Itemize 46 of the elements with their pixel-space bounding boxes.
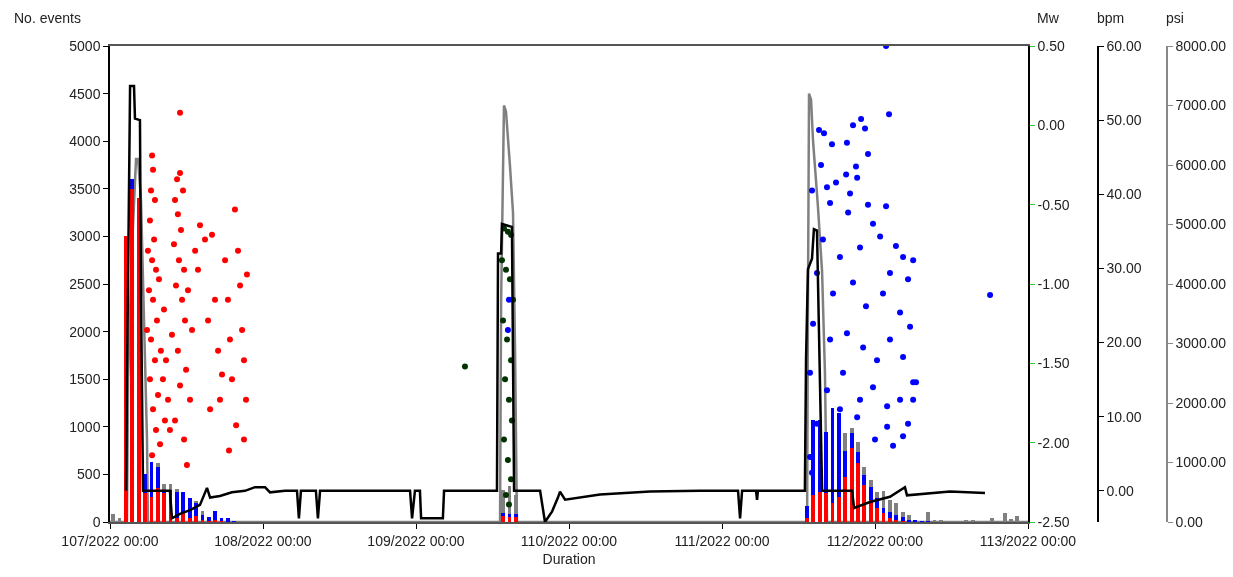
x-tick-label: 107/2022 00:00: [61, 532, 159, 549]
x-tick-label: 110/2022 00:00: [520, 532, 618, 549]
y-tick-label: 8000.00: [1175, 37, 1227, 54]
y3-tick-label: 60.00: [1106, 37, 1142, 54]
x-tick-label: 113/2022 00:00: [979, 532, 1077, 549]
y-tick-label: 1500: [69, 371, 101, 388]
y3-tick-label: 30.00: [1106, 260, 1142, 277]
y-tick-label: 3000: [69, 228, 101, 245]
y2-tick-label: -0.50: [1037, 196, 1070, 213]
y3-tick-label: 0.00: [1106, 482, 1135, 499]
y-tick-label: 3500: [69, 180, 101, 197]
y-axis-title: No. events: [14, 10, 81, 26]
x-axis-title: Duration: [542, 550, 596, 567]
x-tick-label: 112/2022 00:00: [826, 532, 924, 549]
x-tick-label: 111/2022 00:00: [674, 532, 770, 549]
y-tick-label: 500: [77, 466, 101, 483]
y-tick-label: 5000.00: [1175, 216, 1227, 233]
y-tick-label: 2500: [69, 275, 101, 292]
y3-tick-label: 20.00: [1106, 334, 1142, 351]
y3-tick-label: 10.00: [1106, 408, 1142, 425]
y2-tick-label: 0.00: [1037, 117, 1066, 134]
y-tick-label: 1000: [69, 418, 101, 435]
y-tick-label: 3000.00: [1175, 335, 1227, 352]
y2-tick-label: -1.00: [1037, 275, 1070, 292]
y3-tick-label: 50.00: [1106, 112, 1142, 129]
y-tick-label: 4500: [69, 85, 101, 102]
y-tick-label: 6000.00: [1175, 156, 1227, 173]
y2-tick-label: -1.50: [1037, 355, 1070, 372]
y2-tick-label: -2.50: [1037, 513, 1070, 530]
y-tick-label: 0.00: [1175, 513, 1204, 530]
y-tick-label: 7000.00: [1175, 97, 1227, 114]
y3-axis-title: bpm: [1097, 10, 1125, 26]
y-tick-label: 0: [92, 513, 101, 530]
y3-tick-label: 40.00: [1106, 186, 1142, 203]
y-tick-label: 4000: [69, 133, 101, 150]
y-axis-title: psi: [1166, 10, 1184, 26]
x-tick-label: 109/2022 00:00: [367, 532, 465, 549]
y2-tick-label: 0.50: [1037, 37, 1066, 54]
x-tick-label: 108/2022 00:00: [214, 532, 312, 549]
y-tick-label: 2000: [69, 323, 101, 340]
y-tick-label: 1000.00: [1175, 454, 1227, 471]
y-tick-label: 4000.00: [1175, 275, 1227, 292]
y2-tick-label: -2.00: [1037, 434, 1070, 451]
y-tick-label: 5000: [69, 37, 101, 54]
y2-axis-title: Mw: [1037, 10, 1060, 26]
y-tick-label: 2000.00: [1175, 394, 1227, 411]
